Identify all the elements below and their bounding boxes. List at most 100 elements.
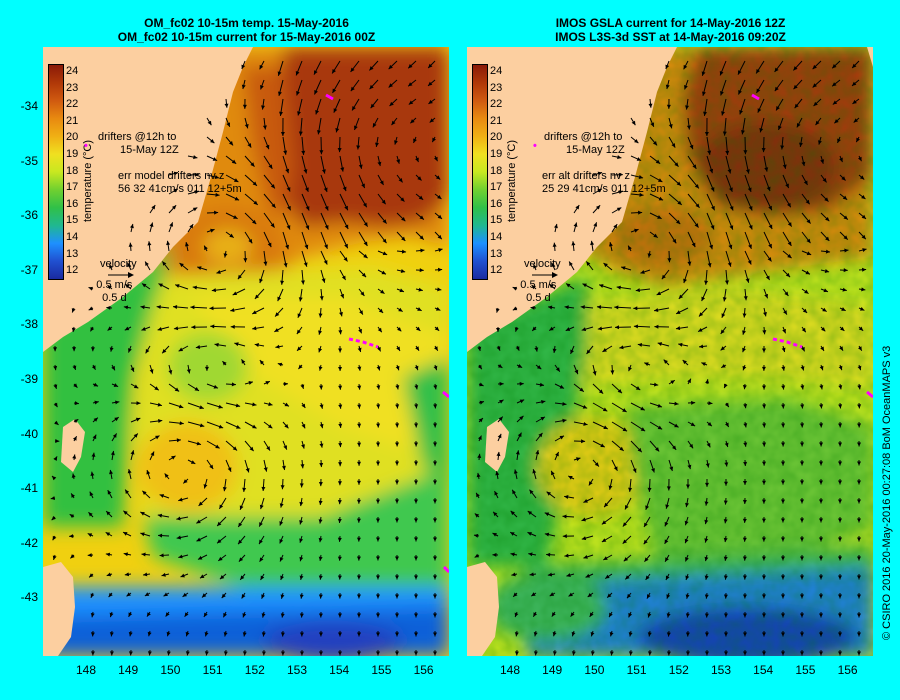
colorbar-tick-label: 16 (490, 197, 503, 210)
current-arrowhead (283, 262, 288, 268)
current-arrowhead (211, 288, 217, 293)
current-arrowhead (279, 521, 284, 526)
current-arrowhead (234, 196, 240, 201)
current-arrowhead (204, 651, 209, 656)
current-arrowhead (710, 187, 715, 192)
current-arrowhead (657, 215, 662, 219)
current-arrowhead (433, 499, 438, 504)
current-arrowhead (89, 491, 94, 497)
current-arrowhead (252, 326, 257, 331)
current-arrowhead (333, 108, 338, 113)
left-drifter-marker-icon: • (84, 140, 88, 152)
current-arrowhead (242, 632, 247, 637)
longitude-tick-label: 153 (286, 663, 308, 677)
colorbar-tick-label: 24 (66, 65, 79, 77)
current-arrowhead (382, 238, 387, 244)
longitude-tick-label: 154 (753, 663, 774, 677)
current-arrowhead (147, 241, 152, 246)
current-arrowhead (91, 452, 96, 457)
current-arrowhead (694, 184, 699, 189)
current-arrowhead (515, 450, 520, 455)
current-arrowhead (427, 81, 433, 86)
current-arrowhead (774, 67, 779, 72)
current-arrowhead (723, 594, 728, 599)
current-arrowhead (299, 556, 304, 562)
current-arrowhead (185, 631, 190, 637)
current-arrowhead (857, 499, 862, 504)
current-arrowhead (414, 365, 419, 371)
current-arrowhead (636, 157, 642, 161)
current-arrowhead (267, 242, 272, 248)
current-arrowhead (319, 150, 324, 155)
longitude-tick-label: 151 (202, 663, 223, 677)
current-arrowhead (356, 556, 361, 561)
current-arrowhead (145, 261, 149, 267)
current-arrowhead (357, 404, 362, 409)
current-arrowhead (838, 537, 843, 542)
current-arrowhead (299, 483, 304, 488)
current-arrowhead (437, 234, 442, 240)
current-arrowhead (435, 175, 441, 180)
current-arrowhead (856, 137, 860, 143)
current-arrowhead (437, 194, 442, 199)
current-arrowhead (231, 159, 237, 164)
current-arrowhead (640, 406, 645, 411)
current-arrowhead (414, 499, 419, 504)
current-arrowhead (142, 283, 147, 288)
current-arrowhead (419, 235, 424, 240)
current-arrowhead (621, 266, 626, 271)
current-arrowhead (394, 537, 399, 542)
current-arrowhead (745, 278, 750, 283)
current-arrowhead (647, 253, 652, 258)
current-arrowhead (274, 328, 279, 332)
current-arrowhead (689, 443, 694, 449)
current-arrowhead (362, 202, 367, 208)
longitude-tick-label: 156 (837, 663, 858, 677)
current-arrowhead (547, 572, 553, 577)
current-arrowhead (824, 269, 830, 273)
current-arrowhead (613, 224, 618, 229)
current-arrowhead (111, 365, 115, 371)
current-arrowhead (781, 385, 786, 390)
current-arrowhead (799, 499, 804, 504)
current-arrowhead (238, 522, 243, 528)
current-arrowhead (280, 485, 285, 490)
current-arrowhead (109, 632, 114, 637)
current-arrowhead (141, 552, 146, 557)
current-arrowhead (341, 275, 346, 281)
current-arrowhead (800, 366, 805, 371)
current-arrowhead (304, 244, 309, 250)
current-arrowhead (838, 385, 843, 390)
current-arrowhead (318, 330, 323, 335)
current-arrowhead (527, 532, 532, 536)
current-arrowhead (128, 612, 133, 617)
current-arrowhead (533, 631, 538, 637)
current-arrowhead (861, 267, 867, 272)
current-arrowhead (178, 404, 184, 409)
current-arrowhead (432, 556, 437, 561)
current-arrowhead (691, 242, 696, 248)
current-arrowhead (227, 467, 232, 472)
current-arrowhead (634, 228, 639, 233)
current-arrowhead (87, 553, 92, 558)
current-arrowhead (664, 539, 669, 544)
current-arrowhead (857, 537, 862, 542)
current-arrowhead (296, 346, 302, 351)
current-arrowhead (123, 510, 128, 515)
current-arrowhead (271, 203, 276, 208)
current-arrowhead (296, 329, 301, 335)
current-arrowhead (862, 248, 867, 252)
current-arrowhead (838, 423, 843, 428)
current-arrowhead (52, 535, 57, 541)
current-arrowhead (375, 480, 380, 485)
current-arrowhead (223, 651, 228, 656)
current-arrowhead (666, 651, 671, 656)
current-arrowhead (595, 205, 601, 210)
current-arrowhead (645, 505, 650, 510)
current-arrowhead (123, 305, 129, 310)
current-arrowhead (207, 120, 212, 126)
current-arrowhead (414, 480, 419, 485)
current-arrowhead (684, 538, 689, 544)
current-arrowhead (707, 150, 712, 155)
current-arrowhead (582, 283, 587, 288)
